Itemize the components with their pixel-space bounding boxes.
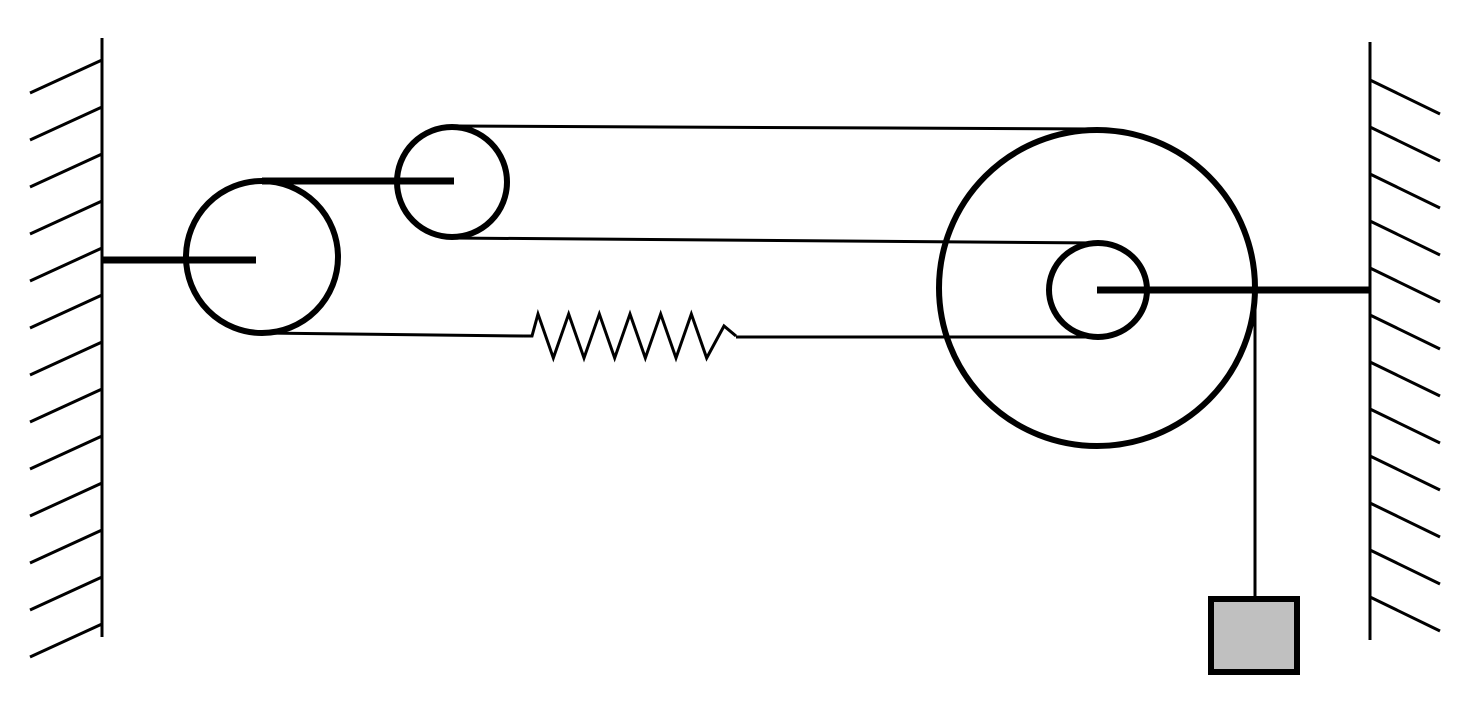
right-wall: [1368, 42, 1441, 640]
rope-middle: [451, 236, 1099, 245]
hatch-line: [1369, 313, 1441, 351]
left-pulley: [102, 178, 341, 336]
hatch-line: [29, 246, 103, 283]
hatch-line: [1369, 172, 1441, 210]
rope: [261, 124, 1257, 598]
hatch-line: [29, 58, 103, 95]
right-wall-hatching: [1369, 78, 1441, 633]
hatch-line: [1369, 407, 1441, 445]
left-wall-hatching: [29, 58, 103, 659]
hatch-line: [1369, 595, 1441, 633]
hatch-line: [1369, 501, 1441, 539]
hatch-line: [29, 575, 103, 612]
hatch-line: [1369, 360, 1441, 398]
left-wall: [29, 38, 104, 659]
hatch-line: [29, 434, 103, 471]
hanging-mass: [1208, 596, 1300, 675]
hatch-line: [1369, 219, 1441, 257]
hatch-line: [1369, 78, 1441, 116]
hatch-line: [29, 340, 103, 377]
rope-lower-left: [261, 331, 525, 338]
hatch-line: [29, 105, 103, 142]
hatch-line: [29, 528, 103, 565]
hatch-line: [1369, 454, 1441, 492]
spring: [524, 308, 737, 363]
rope-top: [451, 124, 1099, 131]
hatch-line: [1369, 266, 1441, 304]
hatch-line: [1369, 548, 1441, 586]
top-pulley: [262, 124, 510, 240]
hatch-line: [29, 152, 103, 189]
hatch-line: [1369, 125, 1441, 163]
hatch-line: [29, 481, 103, 518]
hatch-line: [29, 199, 103, 236]
hatch-line: [29, 293, 103, 330]
hatch-line: [29, 622, 103, 659]
hatch-line: [29, 387, 103, 424]
compound-pulley: [936, 127, 1370, 449]
